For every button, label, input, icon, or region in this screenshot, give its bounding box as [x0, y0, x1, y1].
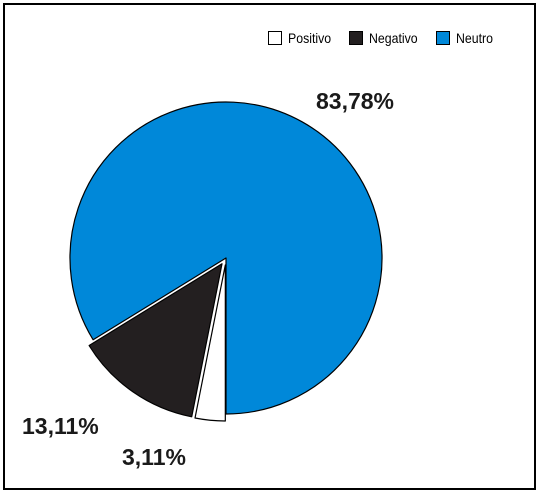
slice-label-positivo: 3,11%: [122, 444, 186, 470]
slice-label-negativo: 13,11%: [22, 413, 99, 439]
slice-label-neutro: 83,78%: [316, 88, 394, 114]
pie-slices: [70, 102, 382, 421]
